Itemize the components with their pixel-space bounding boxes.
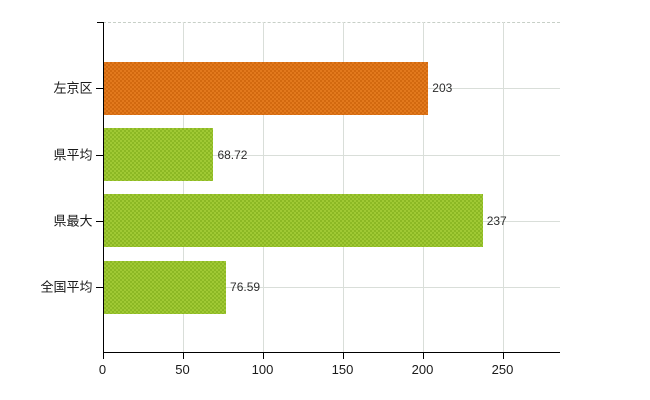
x-tick-label: 50 xyxy=(175,362,190,377)
value-label: 68.72 xyxy=(217,147,248,162)
row-gridline xyxy=(102,287,560,288)
x-tick-label: 250 xyxy=(491,362,514,377)
y-axis-top-tick xyxy=(96,22,103,23)
category-label: 全国平均 xyxy=(40,279,93,295)
value-label: 237 xyxy=(486,213,507,228)
vertical-gridline xyxy=(262,22,264,352)
x-axis-tick xyxy=(342,353,344,359)
category-label: 左京区 xyxy=(53,80,93,96)
category-tick xyxy=(95,88,103,90)
row-gridline xyxy=(102,154,560,156)
x-axis-tick xyxy=(502,353,504,359)
category-label: 県最大 xyxy=(53,213,93,229)
vertical-gridline xyxy=(502,22,504,352)
x-axis-tick xyxy=(102,353,104,359)
bar-1 xyxy=(103,61,429,115)
value-label: 76.59 xyxy=(230,280,261,294)
x-tick-label: 0 xyxy=(98,362,107,377)
vertical-gridline xyxy=(182,22,184,352)
value-label: 203 xyxy=(432,81,453,96)
bar-4 xyxy=(103,260,227,314)
category-label: 県平均 xyxy=(53,147,93,162)
category-tick xyxy=(95,220,103,222)
category-tick xyxy=(95,287,103,288)
category-tick xyxy=(95,154,103,156)
vertical-gridline xyxy=(422,22,424,352)
vertical-gridline xyxy=(342,22,344,352)
x-axis xyxy=(102,352,560,353)
x-tick-label: 100 xyxy=(251,362,274,377)
x-axis-tick xyxy=(422,353,424,359)
x-tick-label: 150 xyxy=(331,362,354,377)
bar-3 xyxy=(103,194,483,248)
bar-2 xyxy=(103,128,214,181)
x-axis-tick xyxy=(182,353,184,359)
plot-top-border xyxy=(102,22,560,23)
y-axis xyxy=(102,22,104,352)
x-tick-label: 200 xyxy=(411,362,434,377)
x-axis-tick xyxy=(262,353,264,359)
